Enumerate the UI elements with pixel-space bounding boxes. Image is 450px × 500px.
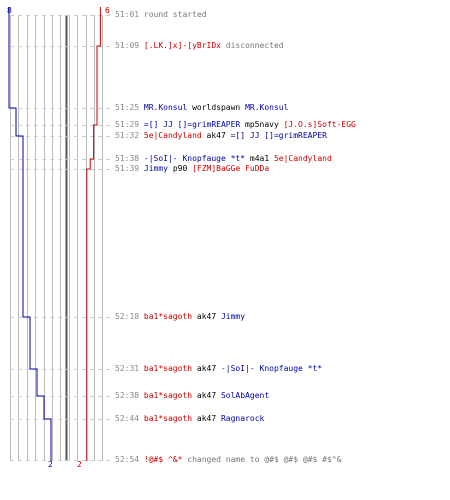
event-row: 52:44 ba1*sagoth ak47 Ragnarock: [115, 414, 264, 424]
team-alive-graph: [8, 7, 110, 461]
event-player-name: -|SoI|- Knopfauge *t*: [143, 154, 246, 163]
event-player-name: ba1*sagoth: [143, 391, 193, 400]
event-timestamp: 52:18: [115, 312, 144, 321]
event-player-name: [FZM]BaGGe FuDDa: [192, 164, 270, 173]
event-weapon: ak47: [192, 391, 221, 400]
event-player-name: [J.O.s]Soft-EGG: [283, 120, 356, 129]
event-timestamp: 51:09: [115, 41, 144, 50]
event-row: 51:01 round started: [115, 10, 207, 20]
event-weapon: ak47: [192, 312, 221, 321]
event-timestamp: 51:29: [115, 120, 144, 129]
event-timestamp: 52:44: [115, 414, 144, 423]
event-row: 51:29 =[] JJ []=grimREAPER mp5navy [J.O.…: [115, 120, 356, 130]
event-player-name: -|SoI|- Knopfauge *t*: [220, 364, 323, 373]
event-player-name: MR.Konsul: [143, 103, 188, 112]
event-message: round started: [143, 10, 207, 19]
event-player-name: MR.Konsul: [245, 103, 289, 112]
event-row: 52:54 !@#$ ^&* changed name to @#$ @#$ @…: [115, 455, 341, 465]
event-weapon: ak47: [192, 364, 221, 373]
blue-end-score: 2: [48, 460, 53, 469]
event-timestamp: 51:32: [115, 131, 144, 140]
event-row: 51:39 Jimmy p90 [FZM]BaGGe FuDDa: [115, 164, 269, 174]
event-player-name: Jimmy: [143, 164, 168, 173]
event-timestamp: 51:38: [115, 154, 144, 163]
red-end-score: 2: [77, 460, 82, 469]
event-timestamp: 51:39: [115, 164, 144, 173]
event-weapon: ak47: [201, 131, 231, 140]
event-weapon: ak47: [192, 414, 221, 423]
event-timestamp: 52:31: [115, 364, 144, 373]
event-weapon: mp5navy: [240, 120, 284, 129]
red-team-step-line: [86, 7, 101, 461]
event-player-name: ba1*sagoth: [143, 414, 193, 423]
event-player-name: =[] JJ []=grimREAPER: [143, 120, 241, 129]
event-player-name: !@#$ ^&*: [143, 455, 183, 464]
event-player-name: Jimmy: [220, 312, 246, 321]
event-player-name: 5e|Candyland: [273, 154, 332, 163]
event-weapon: p90: [168, 164, 193, 173]
event-timestamp: 51:01: [115, 10, 144, 19]
event-row: 51:38 -|SoI|- Knopfauge *t* m4a1 5e|Cand…: [115, 154, 332, 164]
event-message: changed name to @#$ @#$ @#$ #$^&: [182, 455, 342, 464]
event-weapon: m4a1: [245, 154, 274, 163]
event-player-name: SolAbAgent: [220, 391, 270, 400]
event-player-name: 5e|Candyland: [143, 131, 202, 140]
event-player-name: =[] JJ []=grimREAPER: [230, 131, 327, 140]
event-player-name: [.LK.]x]-[yBrIDx: [143, 41, 221, 50]
blue-team-step-line: [8, 7, 52, 461]
event-player-name: ba1*sagoth: [143, 312, 193, 321]
event-message: disconnected: [220, 41, 284, 50]
event-row: 51:32 5e|Candyland ak47 =[] JJ []=grimRE…: [115, 131, 327, 141]
event-timestamp: 52:54: [115, 455, 144, 464]
event-row: 51:09 [.LK.]x]-[yBrIDx disconnected: [115, 41, 284, 51]
event-row: 52:31 ba1*sagoth ak47 -|SoI|- Knopfauge …: [115, 364, 322, 374]
event-timestamp: 52:38: [115, 391, 144, 400]
blue-start-score: 8: [7, 6, 12, 15]
event-timestamp: 51:25: [115, 103, 144, 112]
event-player-name: ba1*sagoth: [143, 364, 193, 373]
red-start-score: 6: [105, 6, 110, 15]
event-row: 51:25 MR.Konsul worldspawn MR.Konsul: [115, 103, 288, 113]
event-player-name: Ragnarock: [220, 414, 265, 423]
event-weapon: worldspawn: [187, 103, 246, 112]
event-row: 52:38 ba1*sagoth ak47 SolAbAgent: [115, 391, 269, 401]
event-row: 52:18 ba1*sagoth ak47 Jimmy: [115, 312, 245, 322]
